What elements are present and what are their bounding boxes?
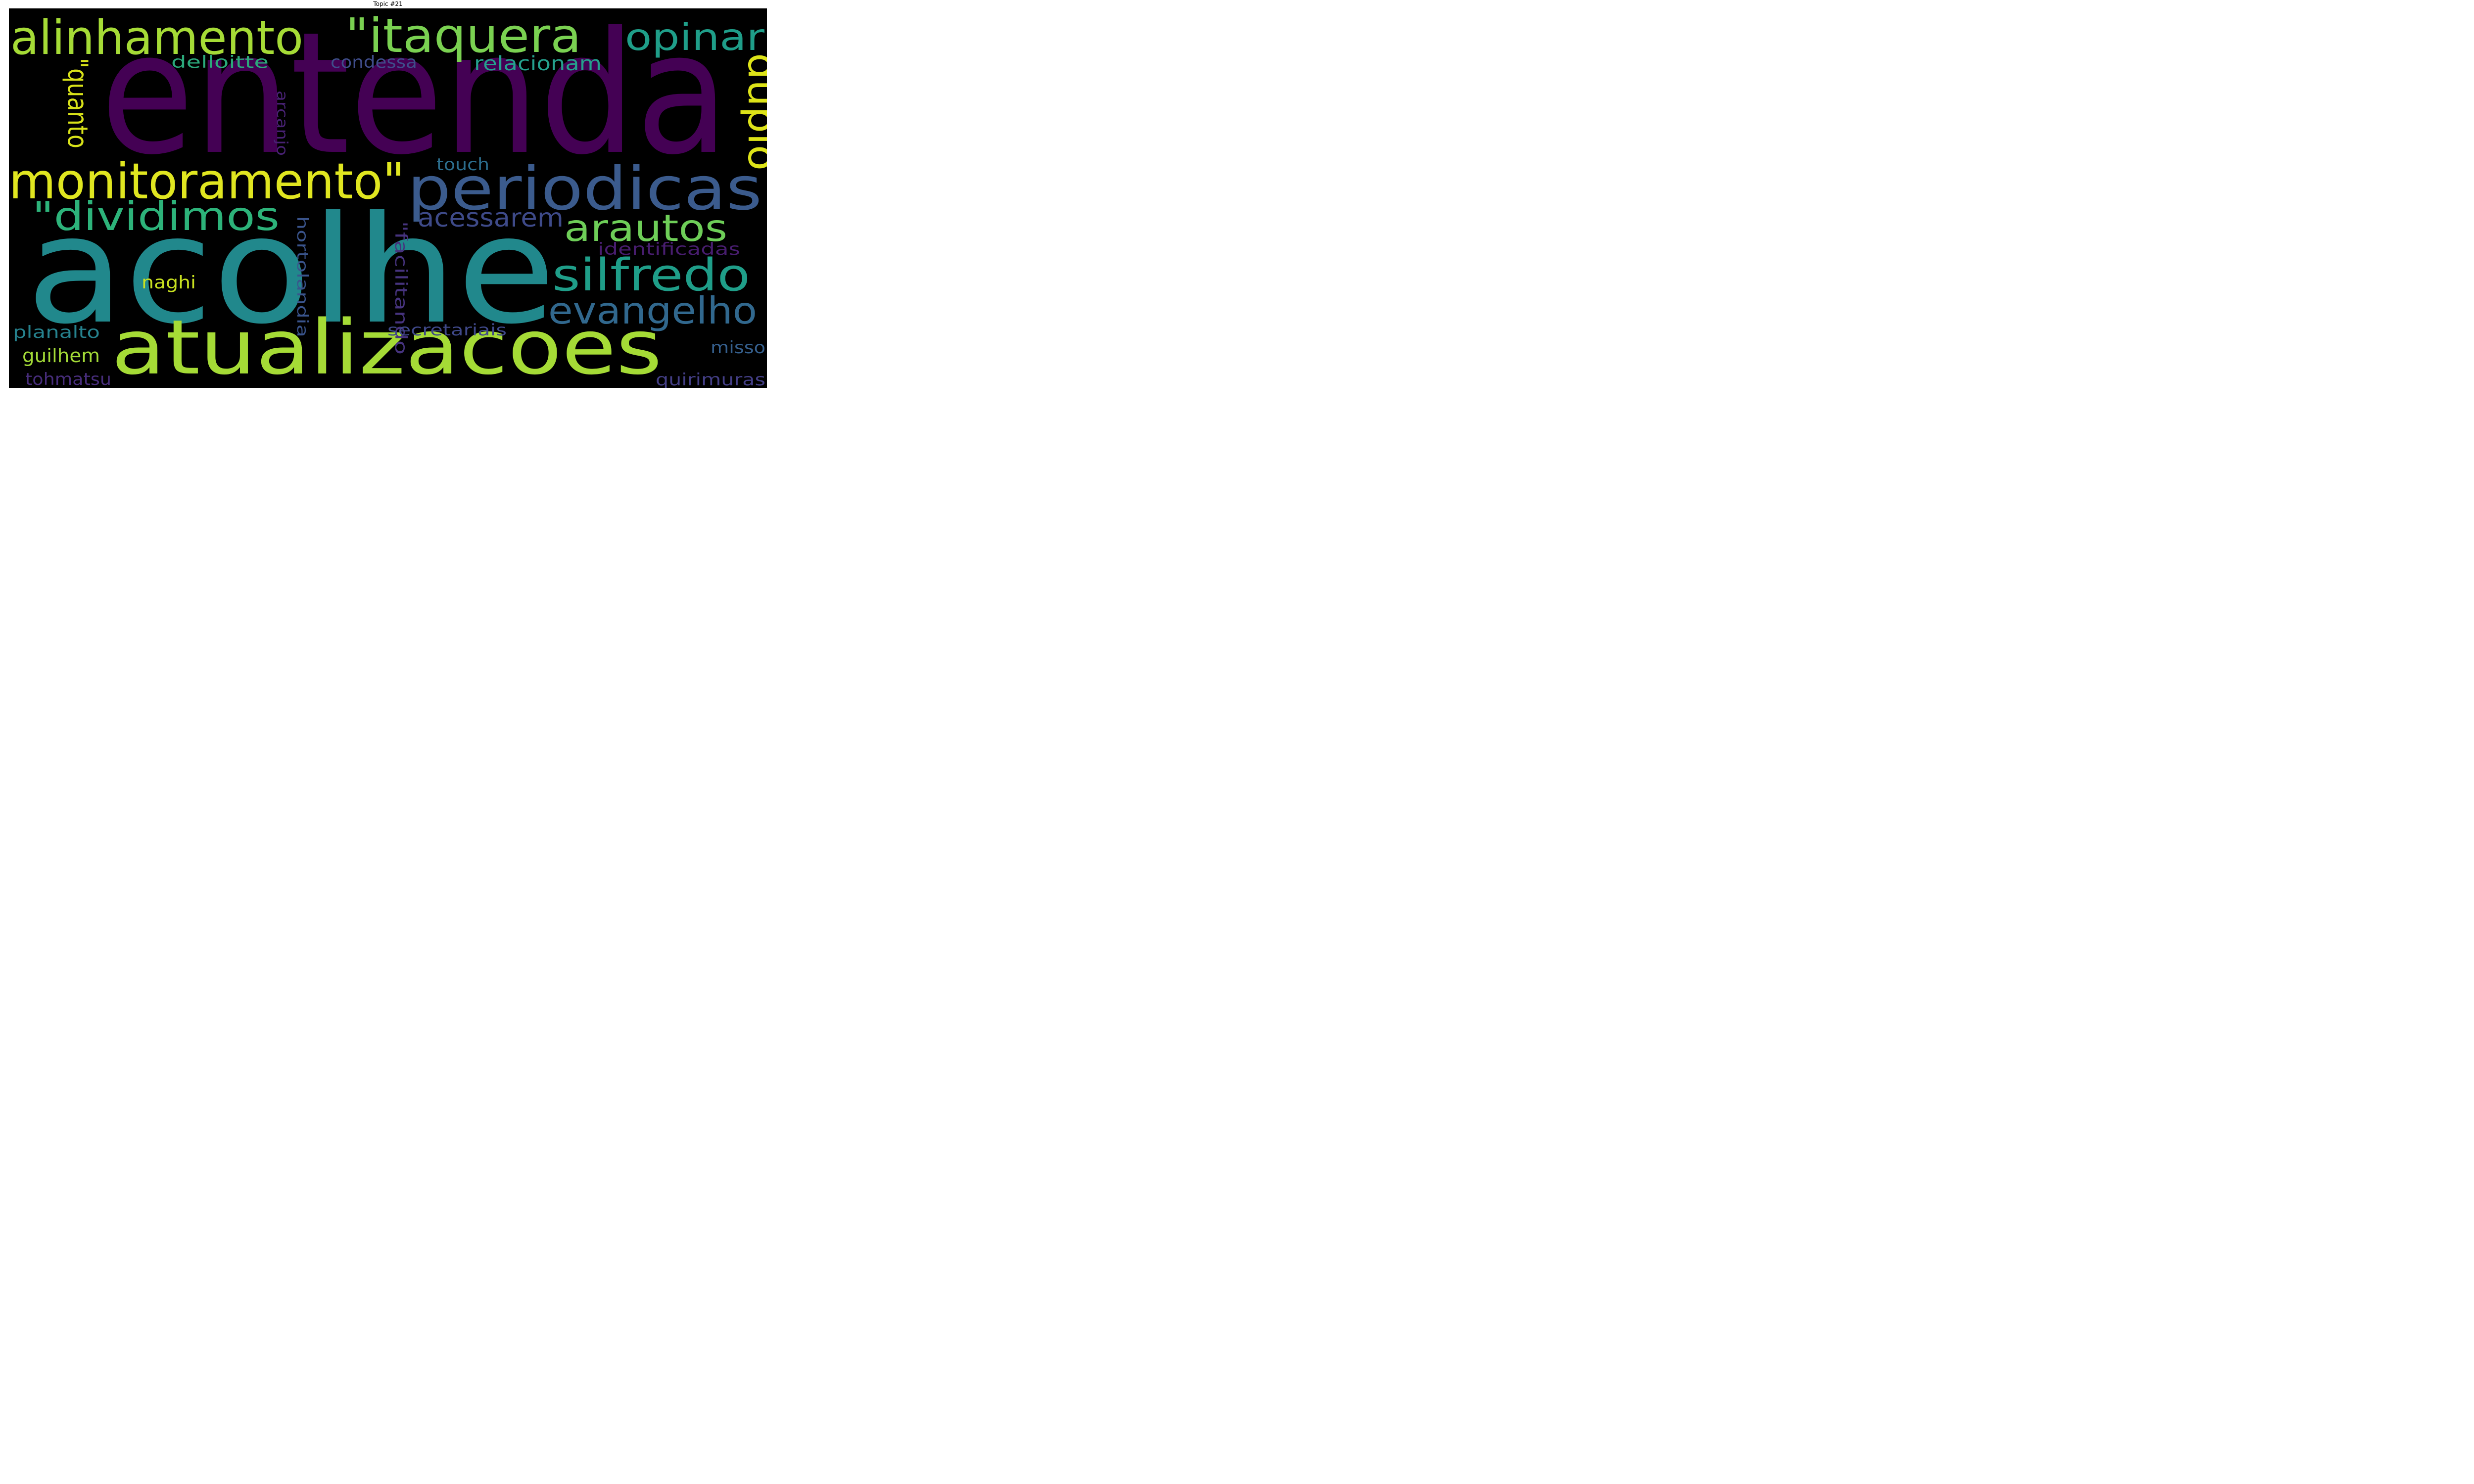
word-itaquera: "itaquera (345, 9, 581, 63)
word-touch: touch (436, 155, 489, 175)
word-delloitte: delloitte (171, 52, 269, 72)
figure-title: Topic #21 (373, 0, 403, 7)
word-opinar: opinar (625, 15, 764, 59)
word-acolhe: acolhe (26, 184, 556, 357)
word-periodicas: periodicas (407, 155, 762, 224)
word-silfredo: silfredo (552, 249, 750, 301)
word-naghi: naghi (142, 273, 196, 293)
word-quirimuras: quirimuras (656, 370, 765, 388)
word-secretariais: secretariais (387, 321, 507, 339)
word-arcanjo: arcanjo (273, 91, 290, 156)
word-cloud-canvas: entenda acolhe atualizacoes periodicas monit… (9, 8, 767, 388)
word-dividimos: "dividimos (32, 193, 280, 239)
word-facilitando: "facilitando (391, 221, 411, 355)
word-guilhem: guilhem (22, 345, 100, 367)
word-relacionam: relacionam (474, 52, 602, 75)
word-condessa: condessa (331, 52, 417, 72)
word-quanto: "quanto (62, 58, 94, 148)
word-arautos: arautos (564, 206, 727, 250)
word-evangelho: evangelho (548, 289, 757, 332)
word-duplo: duplo (739, 53, 767, 171)
word-monitoramento: monitoramento" (9, 152, 405, 210)
word-acessarem: acessarem (418, 203, 564, 233)
word-hortolandia: hortolandia (293, 216, 311, 337)
word-entenda: entenda (100, 8, 729, 192)
word-atualizacoes: atualizacoes (111, 304, 662, 388)
word-misso: misso (711, 338, 765, 358)
word-alinhamento: alinhamento (10, 11, 303, 65)
word-tohmatsu: tohmatsu (25, 370, 111, 388)
word-identificadas: identificadas (598, 239, 740, 259)
word-planalto: planalto (13, 323, 100, 342)
